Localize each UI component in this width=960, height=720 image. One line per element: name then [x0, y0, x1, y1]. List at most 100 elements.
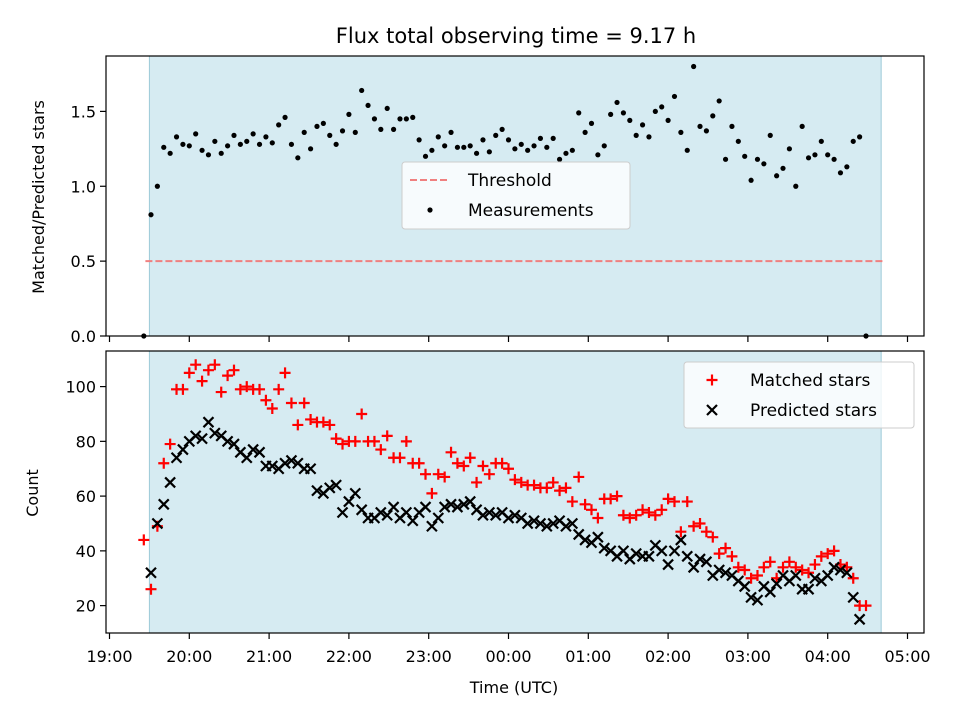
- y-tick-label: 40: [76, 542, 96, 561]
- data-point: [668, 545, 681, 557]
- data-point: [148, 212, 154, 218]
- data-point: [254, 383, 266, 395]
- data-point: [420, 468, 432, 480]
- data-point: [617, 545, 630, 557]
- data-point: [221, 435, 234, 448]
- data-point: [422, 153, 429, 159]
- legend-label: Matched stars: [750, 371, 870, 391]
- data-point: [145, 566, 157, 579]
- data-point: [333, 141, 339, 147]
- bottom-panel: 20 40 60 80 100 19:00 20:00 21:00 22:00 23:00 00:0…: [65, 350, 931, 666]
- data-point: [569, 147, 575, 153]
- data-point: [531, 143, 537, 149]
- data-point: [480, 137, 486, 143]
- data-point: [483, 468, 495, 480]
- data-point: [400, 506, 413, 519]
- data-point: [288, 141, 295, 147]
- data-point: [164, 438, 176, 450]
- data-point: [659, 104, 665, 110]
- x-tick-label: 21:00: [246, 647, 292, 666]
- legend: Matched stars Predicted stars: [683, 361, 915, 429]
- data-point: [365, 102, 371, 109]
- data-point: [735, 138, 741, 144]
- data-point: [649, 509, 661, 521]
- data-point: [164, 476, 176, 489]
- data-point: [515, 476, 527, 488]
- data-point: [512, 146, 518, 152]
- data-point: [432, 512, 445, 524]
- data-point: [298, 397, 310, 409]
- data-point: [237, 141, 243, 147]
- data-point: [234, 383, 246, 395]
- data-point: [595, 152, 601, 158]
- axes-frame: [105, 350, 925, 634]
- data-point: [307, 146, 314, 152]
- data-point: [311, 484, 323, 497]
- data-point: [687, 561, 700, 574]
- data-point: [346, 111, 352, 117]
- data-point: [202, 364, 214, 376]
- y-tick-label: 1.0: [71, 177, 96, 196]
- data-point: [668, 496, 680, 508]
- data-point: [451, 457, 463, 469]
- data-point: [464, 452, 476, 464]
- data-point: [244, 138, 250, 144]
- data-point: [770, 577, 783, 590]
- legend-label: Threshold: [467, 171, 552, 191]
- bottom-y-axis-label: Count: [23, 469, 42, 517]
- data-point: [356, 408, 368, 420]
- data-point: [608, 111, 614, 117]
- data-point: [802, 583, 815, 595]
- data-point: [381, 509, 393, 522]
- data-point: [375, 506, 387, 519]
- data-point: [429, 147, 435, 153]
- data-point: [720, 542, 732, 554]
- data-point: [745, 572, 757, 584]
- data-point: [713, 548, 725, 560]
- data-point: [378, 126, 384, 132]
- data-point: [499, 126, 505, 132]
- x-axis-label: Time (UTC): [469, 678, 558, 697]
- series-matched-stars: [138, 359, 872, 612]
- data-point: [158, 457, 170, 469]
- data-point: [809, 572, 821, 585]
- data-point: [180, 141, 186, 147]
- data-point: [828, 561, 840, 574]
- data-point: [694, 517, 706, 529]
- data-point: [458, 460, 470, 472]
- data-point: [228, 438, 240, 450]
- data-point: [387, 501, 400, 513]
- data-point: [467, 143, 473, 149]
- data-point: [828, 545, 840, 557]
- data-point: [394, 452, 406, 464]
- data-point: [688, 520, 700, 532]
- data-point: [722, 156, 729, 162]
- data-point: [349, 435, 361, 447]
- data-point: [847, 591, 860, 604]
- data-point: [464, 495, 476, 508]
- data-point: [193, 131, 199, 137]
- data-point: [442, 143, 448, 149]
- data-point: [639, 122, 646, 128]
- data-point: [432, 468, 444, 480]
- data-point: [177, 383, 189, 395]
- data-point: [745, 591, 757, 604]
- data-point: [697, 123, 703, 129]
- data-point: [483, 506, 496, 519]
- data-point: [339, 128, 346, 134]
- data-point: [834, 564, 847, 576]
- data-point: [560, 520, 572, 533]
- data-point: [831, 156, 837, 162]
- data-point: [764, 556, 776, 568]
- data-point: [719, 566, 732, 579]
- data-point: [202, 416, 215, 428]
- data-point: [173, 134, 180, 140]
- legend-label: Measurements: [468, 201, 594, 221]
- data-point: [196, 432, 208, 445]
- data-point: [477, 460, 489, 472]
- chart-title: Flux total observing time = 9.17 h: [336, 24, 696, 48]
- data-point: [426, 520, 438, 533]
- legend: Threshold Measurements: [401, 161, 631, 230]
- data-point: [384, 105, 390, 112]
- data-point: [215, 386, 227, 398]
